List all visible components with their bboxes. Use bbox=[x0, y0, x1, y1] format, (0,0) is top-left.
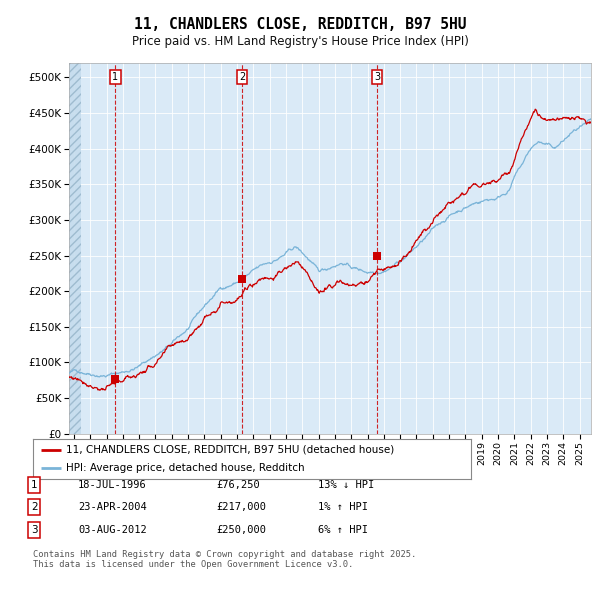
Text: 2: 2 bbox=[239, 72, 245, 82]
Text: HPI: Average price, detached house, Redditch: HPI: Average price, detached house, Redd… bbox=[66, 463, 304, 473]
Bar bbox=[69, 63, 81, 434]
Text: £250,000: £250,000 bbox=[216, 525, 266, 535]
Text: 1: 1 bbox=[112, 72, 118, 82]
Text: This data is licensed under the Open Government Licence v3.0.: This data is licensed under the Open Gov… bbox=[33, 560, 353, 569]
Text: 6% ↑ HPI: 6% ↑ HPI bbox=[318, 525, 368, 535]
Text: 1% ↑ HPI: 1% ↑ HPI bbox=[318, 503, 368, 512]
Text: 03-AUG-2012: 03-AUG-2012 bbox=[78, 525, 147, 535]
Text: 13% ↓ HPI: 13% ↓ HPI bbox=[318, 480, 374, 490]
Text: 3: 3 bbox=[31, 525, 38, 535]
Text: Price paid vs. HM Land Registry's House Price Index (HPI): Price paid vs. HM Land Registry's House … bbox=[131, 35, 469, 48]
Text: 23-APR-2004: 23-APR-2004 bbox=[78, 503, 147, 512]
Text: 3: 3 bbox=[374, 72, 380, 82]
Text: 2: 2 bbox=[31, 503, 38, 512]
Text: £76,250: £76,250 bbox=[216, 480, 260, 490]
Text: 18-JUL-1996: 18-JUL-1996 bbox=[78, 480, 147, 490]
Text: 11, CHANDLERS CLOSE, REDDITCH, B97 5HU (detached house): 11, CHANDLERS CLOSE, REDDITCH, B97 5HU (… bbox=[66, 445, 394, 455]
Text: 11, CHANDLERS CLOSE, REDDITCH, B97 5HU: 11, CHANDLERS CLOSE, REDDITCH, B97 5HU bbox=[134, 17, 466, 31]
Text: Contains HM Land Registry data © Crown copyright and database right 2025.: Contains HM Land Registry data © Crown c… bbox=[33, 550, 416, 559]
Text: £217,000: £217,000 bbox=[216, 503, 266, 512]
Text: 1: 1 bbox=[31, 480, 38, 490]
